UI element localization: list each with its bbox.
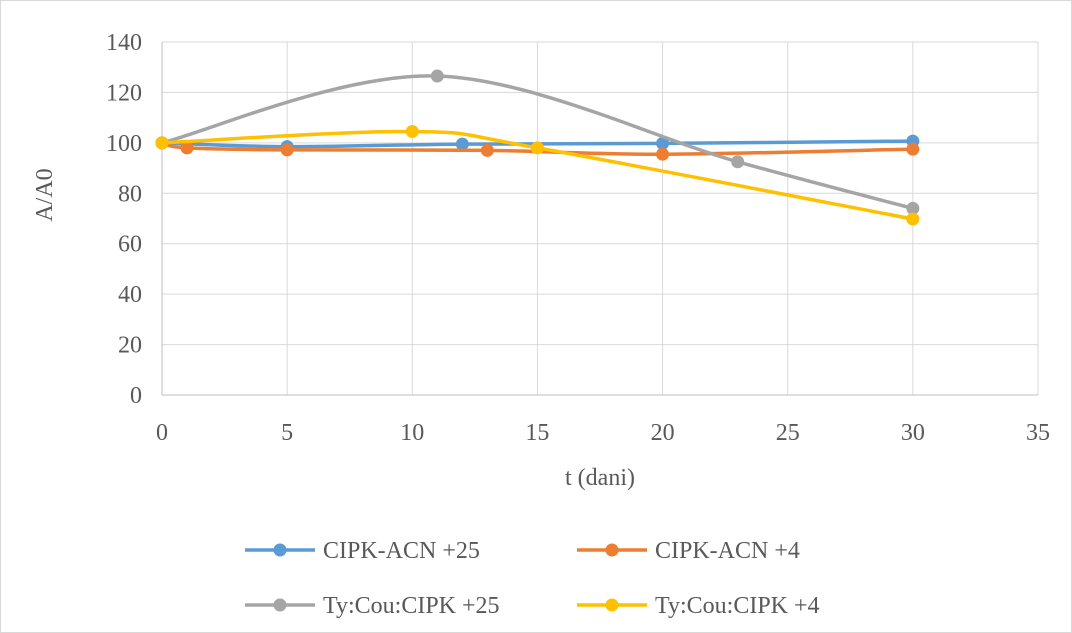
data-point (405, 125, 419, 139)
y-tick-label: 60 (118, 232, 142, 258)
legend-swatch-marker (605, 543, 619, 557)
axes (161, 42, 1038, 396)
x-axis-title: t (dani) (565, 465, 635, 491)
grid-lines (162, 41, 1039, 395)
y-tick-label: 140 (106, 30, 142, 56)
legend: CIPK-ACN +25 CIPK-ACN +4 Ty:Cou:CIPK +25 Ty… (245, 538, 820, 619)
legend-item: CIPK-ACN +25 (245, 538, 480, 564)
series-line (160, 141, 915, 156)
legend-item: CIPK-ACN +4 (577, 538, 800, 564)
y-tick-label: 20 (118, 333, 142, 359)
x-tick-label: 15 (525, 420, 549, 446)
y-tick-label: 0 (130, 383, 142, 409)
series-line (160, 74, 915, 211)
x-tick-label: 10 (400, 420, 424, 446)
legend-label: CIPK-ACN +25 (323, 538, 480, 564)
legend-label: CIPK-ACN +4 (655, 538, 800, 564)
x-tick-label: 25 (776, 420, 800, 446)
x-tick-labels: 0 5 10 15 20 25 30 35 (156, 420, 1050, 446)
legend-label: Ty:Cou:CIPK +25 (323, 593, 500, 619)
data-point (180, 141, 194, 155)
series-line (160, 129, 915, 221)
data-point (430, 69, 444, 83)
legend-item: Ty:Cou:CIPK +25 (245, 593, 500, 619)
legend-item: Ty:Cou:CIPK +4 (577, 593, 820, 619)
legend-swatch-marker (605, 598, 619, 612)
series-3 (155, 125, 920, 226)
series-line (160, 139, 915, 149)
y-tick-labels: 0 20 40 60 80 100 120 140 (106, 30, 142, 409)
data-point (656, 136, 670, 150)
data-point (455, 137, 469, 151)
legend-swatch-marker (273, 598, 287, 612)
x-tick-label: 20 (651, 420, 675, 446)
data-point (906, 201, 920, 215)
series-1 (155, 136, 920, 161)
data-point (656, 147, 670, 161)
data-point (906, 212, 920, 226)
y-tick-label: 120 (106, 80, 142, 106)
y-tick-label: 80 (118, 181, 142, 207)
y-tick-label: 40 (118, 282, 142, 308)
legend-swatch-marker (273, 543, 287, 557)
y-tick-label: 100 (106, 131, 142, 157)
x-tick-label: 0 (156, 420, 168, 446)
data-point (480, 143, 494, 157)
legend-label: Ty:Cou:CIPK +4 (655, 593, 820, 619)
series-group (155, 69, 920, 226)
data-point (906, 142, 920, 156)
series-2 (155, 69, 920, 215)
data-point (280, 143, 294, 157)
x-tick-label: 5 (281, 420, 293, 446)
data-point (731, 155, 745, 169)
y-axis-title: A/A0 (32, 168, 58, 221)
x-tick-label: 35 (1026, 420, 1050, 446)
data-point (155, 136, 169, 150)
data-point (530, 141, 544, 155)
x-tick-label: 30 (901, 420, 925, 446)
